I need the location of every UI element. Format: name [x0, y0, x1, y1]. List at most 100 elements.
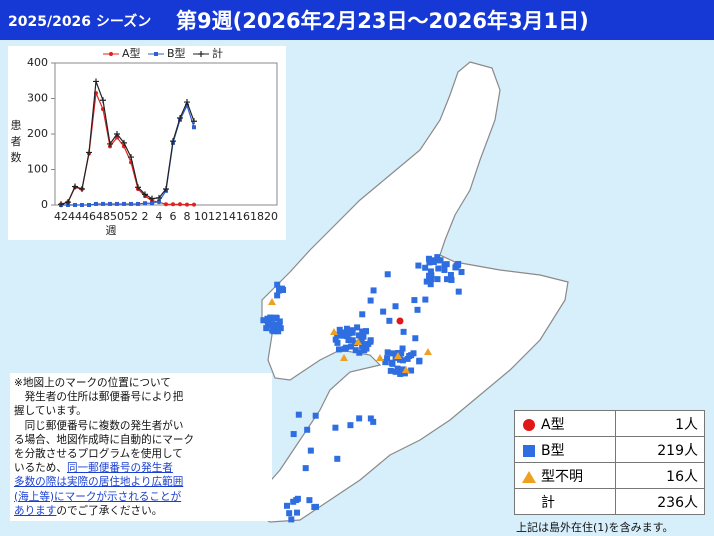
legend-count: 1人 [615, 410, 705, 437]
case-b [360, 333, 367, 340]
case-b [427, 268, 434, 275]
point [171, 202, 175, 207]
point [191, 118, 197, 125]
note-line: (海上等)にマークが示されることが [14, 490, 268, 504]
case-b [441, 266, 448, 273]
case-b [404, 355, 411, 362]
case-b [363, 345, 370, 352]
point [65, 199, 71, 206]
point [121, 139, 127, 146]
point [163, 186, 169, 193]
legend-icon [521, 496, 537, 510]
case-b [271, 328, 278, 335]
note-text: のでご了承ください。 [56, 504, 163, 517]
case-unknown [354, 338, 362, 345]
y-label: 患 [11, 119, 22, 132]
case-b [434, 254, 441, 261]
case-b [370, 418, 377, 425]
case-b [356, 349, 363, 356]
point [73, 203, 77, 207]
legend-icon [523, 444, 535, 457]
case-b [354, 324, 361, 331]
note-link[interactable]: 同一郵便番号の発生者 [66, 462, 173, 475]
legend-row: B型 219人 [514, 436, 705, 463]
y-tick-label: 200 [27, 127, 48, 140]
legend-icon [523, 418, 535, 431]
point [142, 191, 148, 198]
case-b [312, 412, 319, 419]
case-b [427, 273, 434, 280]
point [86, 149, 92, 156]
icon [522, 470, 536, 483]
legend-name-cell: B型 [514, 436, 616, 463]
point [94, 201, 98, 206]
case-b [411, 297, 418, 304]
note-line: を分散させるプログラムを使用して [14, 447, 268, 461]
point [79, 186, 85, 193]
footnote: 上記は島外在住(1)を含みます。 [516, 521, 674, 534]
point [143, 201, 147, 206]
icon [523, 418, 535, 431]
case-b [343, 325, 350, 332]
case-b [343, 344, 350, 351]
case-b [394, 365, 401, 372]
point [115, 135, 119, 140]
x-tick-label: 16 [236, 210, 250, 223]
x-tick-label: 4 [156, 210, 163, 223]
case-unknown [340, 354, 348, 361]
point [101, 201, 105, 206]
case-b [408, 352, 415, 359]
point [114, 131, 120, 137]
case-b [359, 328, 366, 335]
x-tick-label: 52 [124, 210, 138, 223]
legend-name-cell: A型 [514, 410, 616, 437]
point [93, 78, 99, 85]
case-b [384, 271, 391, 278]
case-b [263, 325, 270, 332]
legend-row: 計 236人 [514, 488, 705, 515]
case-b [358, 337, 365, 344]
case-b [286, 510, 293, 517]
case-b [345, 337, 352, 344]
case-a [396, 317, 404, 325]
case-b [336, 326, 343, 333]
x-tick-label: 46 [82, 210, 96, 223]
case-b [452, 264, 459, 271]
icon [523, 444, 535, 457]
case-b [370, 287, 377, 294]
x-tick-label: 50 [110, 210, 124, 223]
point [198, 51, 204, 57]
note-link[interactable]: 多数の際は実際の居住地より広範囲 [14, 476, 184, 489]
case-b [444, 276, 451, 283]
case-b [416, 357, 423, 364]
x-tick-label: 12 [208, 210, 222, 223]
y-tick-label: 400 [27, 56, 48, 69]
point [177, 115, 183, 122]
case-b [274, 281, 281, 288]
x-tick-label: 14 [222, 210, 236, 223]
note-link[interactable]: あります [14, 504, 57, 517]
case-b [304, 426, 311, 433]
case-b [415, 262, 422, 269]
legend-row: A型 1人 [514, 410, 705, 437]
case-b [334, 455, 341, 462]
legend-label: A型 [122, 46, 141, 60]
case-b [334, 332, 341, 339]
case-b [437, 257, 444, 264]
y-tick-label: 100 [27, 163, 48, 176]
point [80, 203, 84, 207]
case-b [389, 360, 396, 367]
case-b [347, 422, 354, 429]
case-unknown [394, 352, 402, 359]
point [128, 154, 134, 161]
note-link[interactable]: (海上等)にマークが示されることが [14, 490, 182, 503]
note-line: 多数の際は実際の居住地より広範囲 [14, 475, 268, 489]
case-b [345, 330, 352, 337]
point [129, 201, 133, 206]
series-line [60, 81, 195, 205]
note-text: る場合、地図作成時に自動的にマーク [14, 433, 195, 446]
case-b [352, 347, 359, 354]
legend-count: 236人 [615, 488, 705, 515]
case-b [260, 317, 267, 324]
